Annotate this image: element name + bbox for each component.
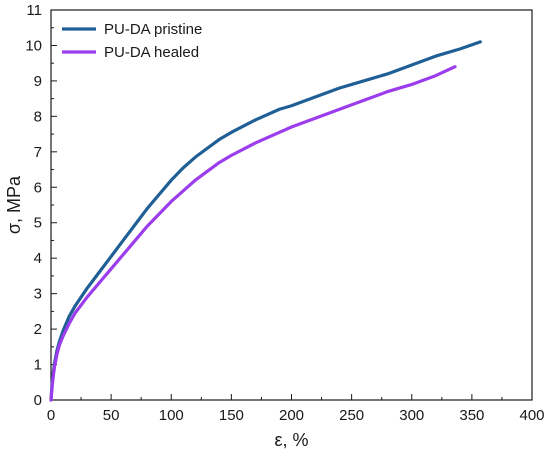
y-tick-label: 4 [34, 250, 42, 267]
legend-label: PU-DA healed [104, 44, 199, 61]
y-tick-label: 1 [34, 357, 42, 374]
x-tick-label: 350 [459, 407, 484, 424]
legend: PU-DA pristine PU-DA healed [62, 21, 202, 61]
x-tick-label: 50 [103, 407, 120, 424]
y-tick-label: 5 [34, 215, 42, 232]
y-tick-label: 8 [34, 108, 42, 125]
series-line-2 [49, 65, 457, 402]
y-tick-label: 11 [26, 2, 42, 19]
y-tick-label: 0 [34, 392, 42, 409]
x-tick-label: 250 [339, 407, 364, 424]
plot-frame [50, 9, 533, 401]
legend-label: PU-DA pristine [104, 21, 202, 38]
y-tick-label: 2 [34, 321, 42, 338]
plot-area [50, 9, 533, 401]
x-tick-label: 400 [519, 407, 544, 424]
x-tick-label: 200 [279, 407, 304, 424]
x-tick-label: 100 [159, 407, 184, 424]
y-tick-label: 6 [34, 179, 42, 196]
x-tick-label: 300 [399, 407, 424, 424]
y-tick-label: 3 [34, 286, 42, 303]
x-tick-label: 150 [219, 407, 244, 424]
y-tick-label: 10 [25, 37, 42, 54]
series-layer [49, 40, 482, 402]
y-tick-label: 9 [34, 73, 42, 90]
y-axis: 0 1 2 3 4 5 6 7 8 9 10 11 [25, 2, 57, 409]
y-axis-label: σ, MPa [4, 175, 24, 234]
x-axis-label: ε, % [274, 430, 308, 450]
x-axis: 0 50 100 150 200 250 300 350 400 [47, 394, 545, 424]
y-tick-label: 7 [34, 144, 42, 161]
x-tick-label: 0 [47, 407, 55, 424]
series-line-1 [49, 40, 482, 402]
